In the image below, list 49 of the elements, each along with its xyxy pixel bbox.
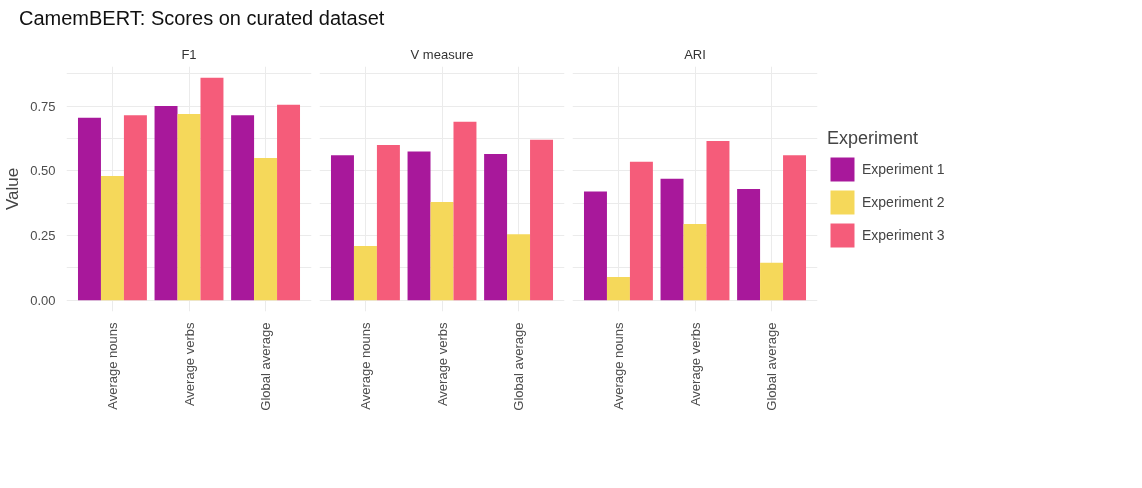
bar xyxy=(353,245,377,301)
bar xyxy=(277,104,301,301)
chart-title: CamemBERT: Scores on curated dataset xyxy=(19,6,385,31)
x-tick-label: Global average xyxy=(764,322,780,411)
x-tick-label: Global average xyxy=(511,322,527,411)
x-tick-label: Average verbs xyxy=(181,322,197,407)
y-tick-label: 0.00 xyxy=(30,292,56,308)
bar xyxy=(453,121,477,301)
x-tick-label: Average verbs xyxy=(687,322,703,407)
bar xyxy=(583,191,607,301)
bar xyxy=(737,189,761,301)
x-tick-label: Average nouns xyxy=(104,322,120,410)
y-tick-label: 0.75 xyxy=(30,98,56,114)
bar xyxy=(100,176,124,301)
bar xyxy=(254,157,278,301)
bar xyxy=(683,223,707,301)
bar xyxy=(760,262,784,301)
bar xyxy=(706,141,730,301)
bar xyxy=(123,115,147,301)
legend-label: Experiment 1 xyxy=(862,160,945,177)
x-tick-label: Average verbs xyxy=(434,322,450,407)
x-tick-label: Average nouns xyxy=(357,322,373,410)
y-tick-label: 0.25 xyxy=(30,228,56,244)
chart-subtitle: ARI xyxy=(684,46,706,62)
bar xyxy=(376,144,400,301)
chart-subtitle: F1 xyxy=(181,46,197,62)
bar xyxy=(507,234,531,301)
legend-title: Experiment xyxy=(827,127,920,149)
bar xyxy=(629,161,653,301)
bar xyxy=(484,154,508,301)
bar xyxy=(231,115,255,301)
bar xyxy=(154,106,178,301)
bar xyxy=(430,201,454,301)
bar xyxy=(77,117,101,301)
x-tick-label: Global average xyxy=(258,322,274,411)
bar xyxy=(177,113,201,301)
bar xyxy=(530,139,554,301)
y-axis-title: Value xyxy=(3,167,23,211)
bar xyxy=(783,155,807,301)
legend-label: Experiment 2 xyxy=(862,193,945,210)
y-tick-label: 0.50 xyxy=(30,163,56,179)
bar xyxy=(606,277,630,301)
bar xyxy=(660,178,684,301)
bar xyxy=(200,77,224,301)
bar xyxy=(407,151,431,301)
legend-label: Experiment 3 xyxy=(862,226,945,243)
bar xyxy=(330,155,354,301)
x-tick-label: Average nouns xyxy=(610,322,626,410)
chart-subtitle: V measure xyxy=(410,46,474,62)
